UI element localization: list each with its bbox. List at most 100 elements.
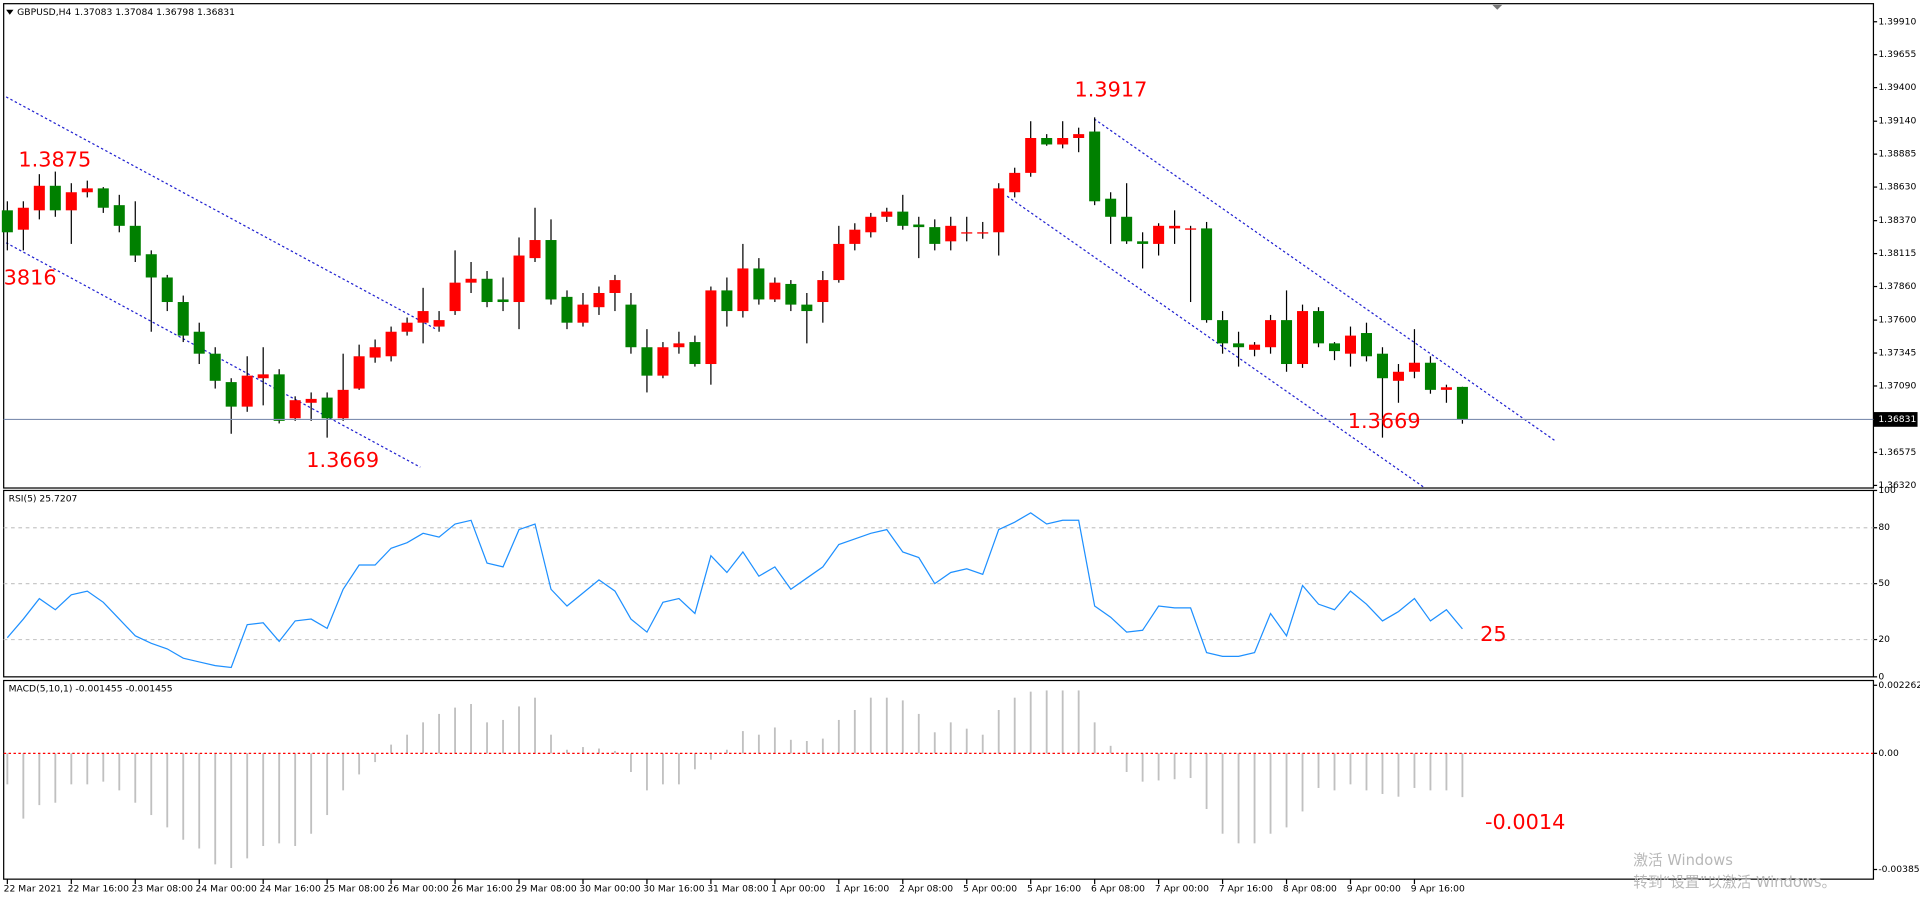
candle-body — [1105, 198, 1117, 217]
candle-body — [945, 225, 957, 242]
candle-body — [977, 232, 989, 234]
panel-title: MACD(5,10,1) -0.001455 -0.001455 — [9, 684, 173, 695]
candle-body — [113, 205, 125, 226]
price-panel — [3, 3, 1875, 489]
candle-body — [641, 347, 653, 376]
candle-body — [321, 397, 333, 419]
candle-body — [1313, 311, 1325, 344]
menu-arrow[interactable] — [6, 9, 14, 15]
current-price-box — [1873, 412, 1918, 427]
candle-body — [929, 227, 941, 244]
annotation: 25 — [1480, 622, 1507, 646]
annotation: 1.3917 — [1075, 78, 1148, 102]
candle-body — [1281, 320, 1293, 365]
x-tick-label: 6 Apr 08:00 — [1091, 883, 1145, 894]
y-tick-label: 1.38370 — [1878, 215, 1916, 226]
candle-body — [1, 210, 13, 233]
candle-body — [1185, 228, 1197, 230]
candle-body — [609, 280, 621, 293]
y-tick-label: 0.002262 — [1878, 680, 1920, 691]
candle-body — [785, 283, 797, 305]
candle-body — [385, 331, 397, 357]
candle-body — [913, 224, 925, 228]
y-tick-label: 1.37345 — [1878, 348, 1916, 359]
candle-body — [769, 282, 781, 300]
y-tick-label: 1.36575 — [1878, 447, 1916, 458]
y-tick-label: 1.39400 — [1878, 82, 1916, 93]
x-tick-label: 30 Mar 16:00 — [643, 883, 704, 894]
candle-body — [561, 296, 573, 323]
candle-body — [1201, 228, 1213, 321]
candle-body — [1089, 131, 1101, 202]
x-tick-label: 2 Apr 08:00 — [899, 883, 953, 894]
y-tick-label: 0 — [1878, 671, 1884, 682]
candle-body — [1169, 225, 1181, 229]
candle-body — [49, 185, 61, 211]
y-tick-label: 1.37860 — [1878, 281, 1916, 292]
candle-body — [1073, 134, 1085, 138]
candle-body — [337, 389, 349, 419]
annotation: 1.3669 — [1348, 409, 1421, 433]
x-tick-label: 5 Apr 00:00 — [963, 883, 1017, 894]
candle-body — [433, 320, 445, 327]
candle-body — [1392, 371, 1404, 381]
candle-body — [1121, 216, 1133, 242]
candle-body — [1249, 344, 1261, 350]
y-tick-label: 1.39140 — [1878, 116, 1916, 127]
candle-body — [465, 278, 477, 283]
current-price-label: 1.36831 — [1878, 414, 1916, 425]
candle-body — [1025, 138, 1037, 173]
candle-body — [593, 292, 605, 308]
candle-body — [1153, 225, 1165, 244]
candle-body — [545, 240, 557, 300]
scroll-marker — [1492, 4, 1503, 10]
macd-panel — [3, 679, 1875, 880]
candle-body — [1297, 311, 1309, 365]
candle-body — [449, 282, 461, 312]
y-tick-label: -0.003859 — [1878, 864, 1920, 875]
watermark: 转到“设置”以激活 Windows。 — [1633, 874, 1836, 891]
candle-body — [897, 211, 909, 226]
candle-body — [497, 299, 509, 303]
candle-body — [1344, 335, 1357, 354]
candle-body — [209, 353, 221, 381]
x-tick-label: 7 Apr 00:00 — [1155, 883, 1209, 894]
candle-body — [737, 268, 749, 312]
candle-body — [305, 398, 317, 403]
x-tick-label: 1 Apr 00:00 — [771, 883, 825, 894]
y-tick-label: 1.38115 — [1878, 248, 1916, 259]
candle-body — [1217, 320, 1229, 344]
y-tick-label: 1.38885 — [1878, 149, 1916, 160]
candle-body — [753, 268, 765, 300]
candle-body — [1137, 241, 1149, 244]
x-tick-label: 30 Mar 00:00 — [579, 883, 640, 894]
candle-body — [865, 216, 877, 233]
x-tick-label: 8 Apr 08:00 — [1283, 883, 1337, 894]
candle-body — [401, 322, 413, 332]
candle-body — [1057, 138, 1069, 145]
candle-body — [833, 243, 845, 281]
x-tick-label: 22 Mar 2021 — [4, 883, 62, 894]
candle-body — [257, 374, 269, 379]
candle-body — [801, 304, 813, 312]
candle-body — [1233, 343, 1245, 348]
candle-body — [705, 290, 717, 365]
candle-body — [513, 255, 525, 303]
candle-body — [577, 304, 589, 323]
candle-body — [849, 229, 861, 244]
x-tick-label: 9 Apr 00:00 — [1347, 883, 1401, 894]
annotation: -0.0014 — [1485, 810, 1565, 834]
x-tick-label: 31 Mar 08:00 — [707, 883, 768, 894]
candle-body — [145, 254, 157, 278]
x-tick-label: 24 Mar 00:00 — [196, 883, 257, 894]
x-tick-label: 5 Apr 16:00 — [1027, 883, 1081, 894]
candle-body — [241, 375, 253, 407]
x-tick-label: 23 Mar 08:00 — [132, 883, 193, 894]
trend-line — [1093, 118, 1557, 442]
panel-title: RSI(5) 25.7207 — [9, 494, 78, 505]
candle-body — [1376, 353, 1388, 379]
candle-body — [369, 347, 381, 358]
candle-body — [1041, 138, 1053, 145]
candle-body — [817, 280, 829, 303]
